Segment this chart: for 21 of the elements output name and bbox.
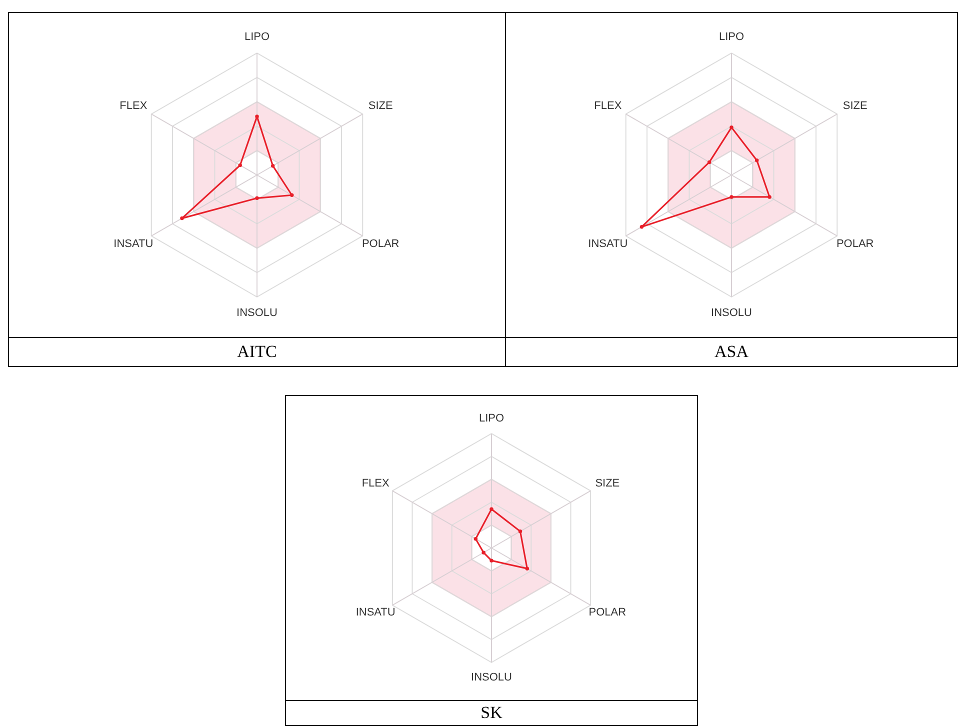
spoke-label: INSATU xyxy=(588,238,628,250)
spoke-label: INSATU xyxy=(114,238,154,250)
spoke-label: FLEX xyxy=(594,100,622,112)
spoke-label: INSOLU xyxy=(236,306,278,319)
spoke-label: FLEX xyxy=(120,100,148,112)
text: ASA xyxy=(505,337,958,367)
spoke-label: POLAR xyxy=(836,238,874,250)
spoke-label: INSATU xyxy=(356,606,396,619)
spoke-label: LIPO xyxy=(478,412,504,425)
text: SK xyxy=(285,700,698,726)
spoke-label: INSOLU xyxy=(711,306,752,319)
text: AITC xyxy=(8,337,506,367)
spoke-label: POLAR xyxy=(362,238,400,250)
spoke-label: POLAR xyxy=(588,606,626,619)
spoke-label: LIPO xyxy=(718,31,744,44)
spoke-label: LIPO xyxy=(244,31,270,44)
spoke-label: FLEX xyxy=(362,477,390,490)
spoke-label: SIZE xyxy=(595,477,620,490)
spoke-label: INSOLU xyxy=(471,671,512,684)
spoke-label: SIZE xyxy=(368,100,393,112)
spoke-label: SIZE xyxy=(842,100,868,112)
